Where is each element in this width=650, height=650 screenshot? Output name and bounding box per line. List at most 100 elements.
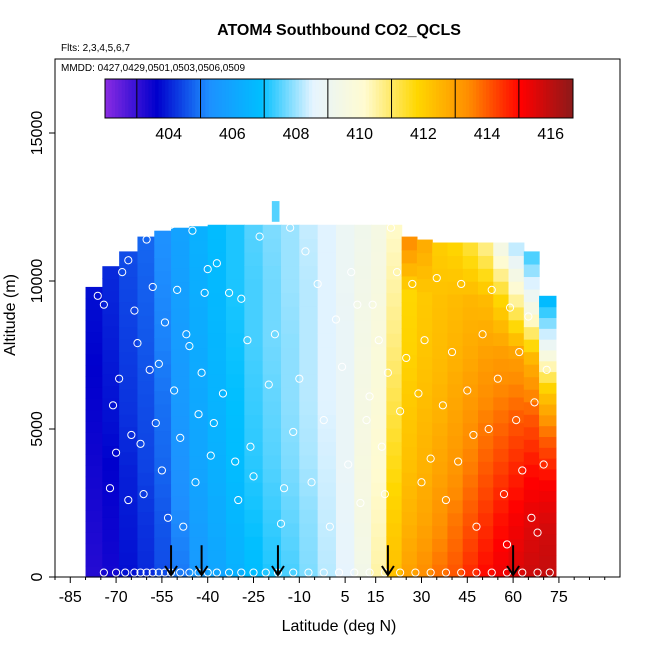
heatmap-cell <box>207 319 227 334</box>
observation-point <box>365 392 374 401</box>
heatmap-cell <box>119 326 139 340</box>
heatmap-cell <box>539 512 557 524</box>
colorbar-segment <box>288 79 293 118</box>
heatmap-cell <box>317 292 337 307</box>
heatmap-cell <box>154 323 172 338</box>
y-tick-label: 15000 <box>29 111 46 156</box>
heatmap-cell <box>508 512 525 527</box>
heatmap-cell <box>335 238 355 253</box>
heatmap-cell <box>447 255 464 269</box>
heatmap-cell <box>154 283 172 298</box>
heatmap-cell <box>523 426 540 440</box>
heatmap-cell <box>386 265 403 280</box>
heatmap-cell <box>317 549 337 565</box>
heatmap-cell <box>207 373 227 388</box>
heatmap-cell <box>523 301 540 315</box>
observation-point <box>426 454 435 463</box>
heatmap-cell <box>477 332 494 347</box>
observation-point <box>93 291 102 300</box>
heatmap-cell <box>354 224 372 239</box>
heatmap-cell <box>119 301 139 315</box>
heatmap-cell <box>401 236 418 251</box>
observation-point <box>402 353 411 363</box>
heatmap-cell <box>244 346 264 361</box>
heatmap-cell <box>539 349 557 362</box>
heatmap-cell <box>85 376 103 388</box>
colorbar-tick-label: 406 <box>219 126 246 143</box>
heatmap-cell <box>447 268 464 282</box>
heatmap-cell <box>317 536 337 551</box>
colorbar-tick-label: 412 <box>410 126 437 143</box>
observation-point <box>105 484 115 493</box>
heatmap-cell <box>189 239 209 254</box>
observation-point <box>472 568 481 577</box>
observation-point <box>319 568 328 577</box>
heatmap-cell <box>447 512 464 527</box>
colorbar-segment <box>399 79 404 118</box>
colorbar-segment <box>405 79 410 118</box>
heatmap-cell <box>493 474 510 488</box>
heatmap-cell <box>539 436 557 448</box>
colorbar-segment <box>218 79 223 118</box>
heatmap-cell <box>416 460 433 474</box>
heatmap-cell <box>154 363 172 378</box>
heatmap-cell <box>154 270 172 285</box>
x-tick-label: 45 <box>458 589 476 606</box>
heatmap-cell <box>207 292 227 307</box>
observation-point <box>212 259 221 268</box>
colorbar-segment <box>205 79 210 118</box>
heatmap-cell <box>386 400 403 416</box>
heatmap-cell <box>119 501 139 515</box>
heatmap-cell <box>189 442 209 457</box>
heatmap-cell <box>354 536 372 551</box>
colorbar-segment <box>342 79 347 118</box>
heatmap-cell <box>271 201 280 222</box>
heatmap-cell <box>354 360 372 375</box>
colorbar-segment <box>121 79 126 118</box>
heatmap-cell <box>244 509 264 524</box>
observation-point <box>487 568 496 577</box>
heatmap-cell <box>335 563 355 578</box>
heatmap-cell <box>335 373 355 388</box>
heatmap-cell <box>137 288 155 303</box>
heatmap-cell <box>508 345 525 359</box>
observation-point <box>545 568 554 577</box>
heatmap-cell <box>85 387 103 400</box>
colorbar-segment <box>111 79 116 118</box>
heatmap-cell <box>493 525 510 539</box>
observation-point <box>124 495 133 505</box>
heatmap-cell <box>462 564 479 578</box>
heatmap-cell <box>262 441 282 456</box>
heatmap-cell <box>539 490 557 502</box>
observation-point <box>392 268 402 277</box>
heatmap-cell <box>335 482 355 497</box>
heatmap-cell <box>137 315 155 329</box>
heatmap-cell <box>171 294 190 309</box>
heatmap-cell <box>317 224 337 239</box>
heatmap-cell <box>299 278 319 294</box>
heatmap-cell <box>119 251 139 265</box>
observation-point <box>246 442 255 451</box>
colorbar-segment <box>562 79 567 118</box>
heatmap-cell <box>493 268 510 282</box>
heatmap-cell <box>539 306 557 319</box>
heatmap-cell <box>335 333 355 348</box>
heatmap-cell <box>85 510 103 522</box>
heatmap-cell <box>371 414 387 429</box>
heatmap-cell <box>523 414 540 428</box>
heatmap-cell <box>477 384 494 398</box>
observation-point <box>515 347 524 357</box>
heatmap-cell <box>493 435 510 449</box>
colorbar-segment <box>242 79 246 118</box>
heatmap-cell <box>154 377 172 392</box>
heatmap-cell <box>299 333 319 348</box>
heatmap-cell <box>432 345 449 359</box>
observation-point <box>478 330 487 339</box>
heatmap-cell <box>477 281 494 295</box>
heatmap-cell <box>189 361 209 376</box>
heatmap-cell <box>171 348 190 363</box>
colorbar-segment <box>115 79 119 118</box>
x-tick-label: -40 <box>196 589 219 606</box>
heatmap-cell <box>371 509 387 524</box>
heatmap-cell <box>401 550 418 565</box>
